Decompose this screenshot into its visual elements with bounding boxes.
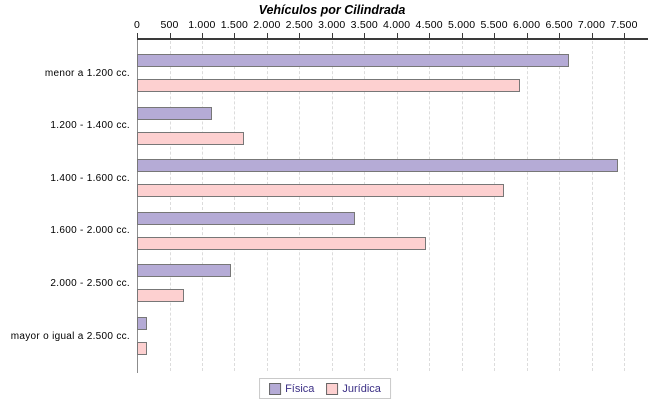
gridline bbox=[234, 41, 236, 371]
legend-swatch-juridica bbox=[326, 382, 339, 395]
legend-item-juridica: Jurídica bbox=[326, 382, 381, 395]
bar-juridica-1 bbox=[137, 131, 245, 145]
bar-juridica-3 bbox=[137, 236, 426, 250]
gridline bbox=[494, 41, 496, 371]
x-axis-tick-label: 3.000 bbox=[318, 19, 346, 31]
x-axis-tick-label: 7.000 bbox=[577, 19, 606, 31]
x-axis-tick bbox=[559, 33, 561, 38]
gridline bbox=[331, 41, 333, 371]
x-axis-tick-label: 6.500 bbox=[545, 19, 573, 31]
x-axis-tick-label: 5.000 bbox=[448, 19, 476, 31]
bar-juridica-0 bbox=[137, 79, 521, 92]
gridline bbox=[624, 41, 625, 371]
gridline bbox=[526, 41, 528, 371]
y-axis-line bbox=[137, 40, 138, 373]
bar-juridica-5 bbox=[137, 342, 147, 355]
x-axis-tick bbox=[624, 33, 625, 38]
bar-fisica-1 bbox=[137, 106, 212, 120]
gridline bbox=[266, 41, 268, 371]
category-label: 1.400 - 1.600 cc. bbox=[50, 172, 130, 184]
bar-fisica-4 bbox=[137, 264, 232, 278]
x-axis-tick bbox=[461, 33, 463, 38]
gridline bbox=[559, 41, 561, 371]
x-axis-tick bbox=[396, 33, 398, 38]
legend-label-fisica: Física bbox=[285, 382, 315, 395]
gridline bbox=[169, 41, 171, 371]
x-axis-tick bbox=[266, 33, 268, 38]
x-axis-tick-label: 3.500 bbox=[350, 19, 378, 31]
gridline bbox=[429, 41, 431, 371]
bar-fisica-5 bbox=[137, 317, 148, 330]
bar-fisica-0 bbox=[137, 54, 569, 67]
category-label: mayor o igual a 2.500 cc. bbox=[10, 330, 130, 342]
x-axis-tick-label: 2.000 bbox=[253, 19, 281, 31]
category-label: menor a 1.200 cc. bbox=[44, 67, 130, 79]
legend-item-fisica: Física bbox=[269, 382, 315, 395]
x-axis-tick bbox=[526, 33, 528, 38]
x-axis-tick-label: 4.500 bbox=[415, 19, 443, 31]
legend-swatch-fisica bbox=[269, 382, 282, 395]
x-axis-tick bbox=[494, 33, 496, 38]
gridline bbox=[396, 41, 398, 371]
x-axis-tick bbox=[331, 33, 333, 38]
gridline bbox=[461, 41, 463, 371]
x-axis-tick-label: 2.500 bbox=[285, 19, 313, 31]
x-axis-tick-label: 7.500 bbox=[610, 19, 638, 31]
x-axis-tick-label: 5.500 bbox=[480, 19, 508, 31]
legend-label-juridica: Jurídica bbox=[342, 382, 381, 395]
x-axis-tick-label: 0 bbox=[133, 19, 141, 31]
category-label: 1.600 - 2.000 cc. bbox=[50, 225, 130, 237]
x-axis-tick-label: 1.500 bbox=[220, 19, 249, 31]
gridline bbox=[591, 41, 593, 371]
x-axis-line bbox=[137, 38, 648, 40]
category-label: 1.200 - 1.400 cc. bbox=[50, 120, 130, 132]
legend: Física Jurídica bbox=[259, 378, 391, 399]
x-axis-tick bbox=[299, 33, 301, 38]
x-axis-tick bbox=[364, 33, 366, 38]
category-label: 2.000 - 2.500 cc. bbox=[50, 277, 130, 289]
x-axis-tick bbox=[137, 33, 138, 38]
bar-juridica-4 bbox=[137, 289, 185, 303]
x-axis-tick bbox=[234, 33, 236, 38]
x-axis-tick-label: 500 bbox=[160, 19, 179, 31]
bar-juridica-2 bbox=[137, 184, 504, 198]
bar-fisica-3 bbox=[137, 211, 355, 225]
x-axis-tick bbox=[429, 33, 431, 38]
x-axis-tick bbox=[591, 33, 593, 38]
chart-title: Vehículos por Cilindrada bbox=[258, 3, 406, 17]
gridline bbox=[201, 41, 203, 371]
x-axis-tick-label: 4.000 bbox=[383, 19, 411, 31]
x-axis-tick bbox=[201, 33, 203, 38]
x-axis-tick-label: 1.000 bbox=[188, 19, 216, 31]
x-axis-tick bbox=[169, 33, 171, 38]
gridline bbox=[299, 41, 301, 371]
x-axis-tick-label: 6.000 bbox=[512, 19, 541, 31]
bar-fisica-2 bbox=[137, 159, 618, 173]
gridline bbox=[364, 41, 366, 371]
